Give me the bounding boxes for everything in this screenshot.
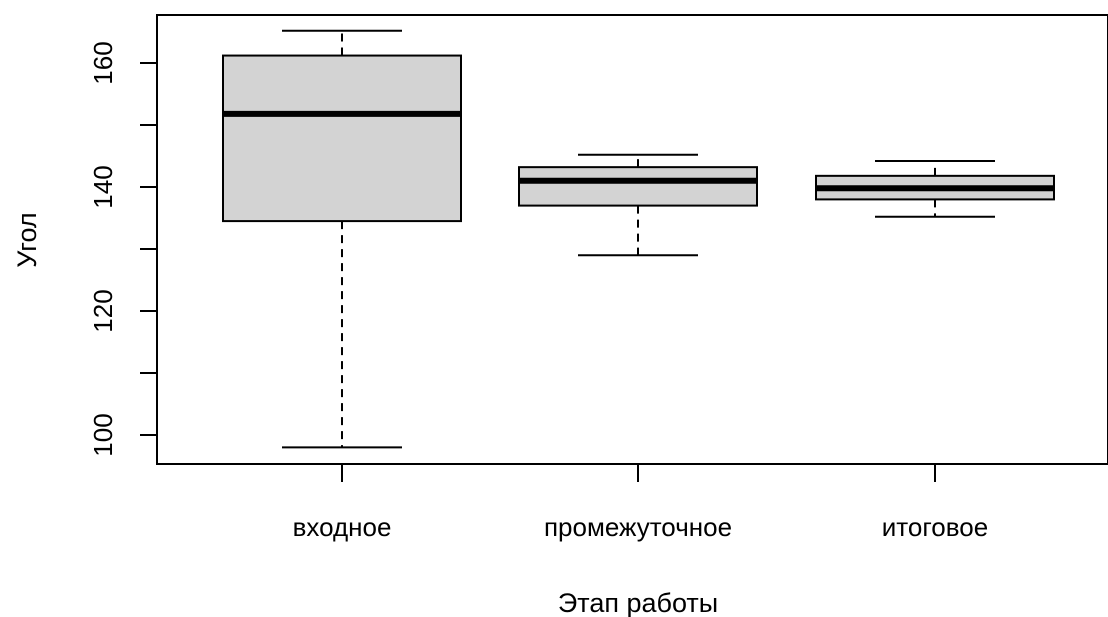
y-tick-label: 140 [88, 165, 118, 208]
y-axis-title: Угол [12, 212, 42, 267]
box-group-3 [815, 159, 1055, 218]
box-iqr [518, 166, 758, 207]
y-tick-label: 100 [88, 413, 118, 456]
boxes-layer [222, 29, 1055, 449]
box-iqr [222, 54, 462, 223]
plot-frame [156, 14, 1108, 465]
y-tick-label: 160 [88, 41, 118, 84]
x-axis-title: Этап работы [558, 588, 718, 617]
y-tick-label: 120 [88, 289, 118, 332]
y-axis: 100 120 140 160 [88, 41, 157, 457]
x-tick-label: промежуточное [544, 512, 732, 542]
box-group-1 [222, 29, 462, 449]
box-group-2 [518, 153, 758, 257]
x-tick-label: итоговое [882, 512, 988, 542]
x-tick-label: входное [293, 512, 392, 542]
x-axis: входное промежуточное итоговое [293, 464, 988, 542]
